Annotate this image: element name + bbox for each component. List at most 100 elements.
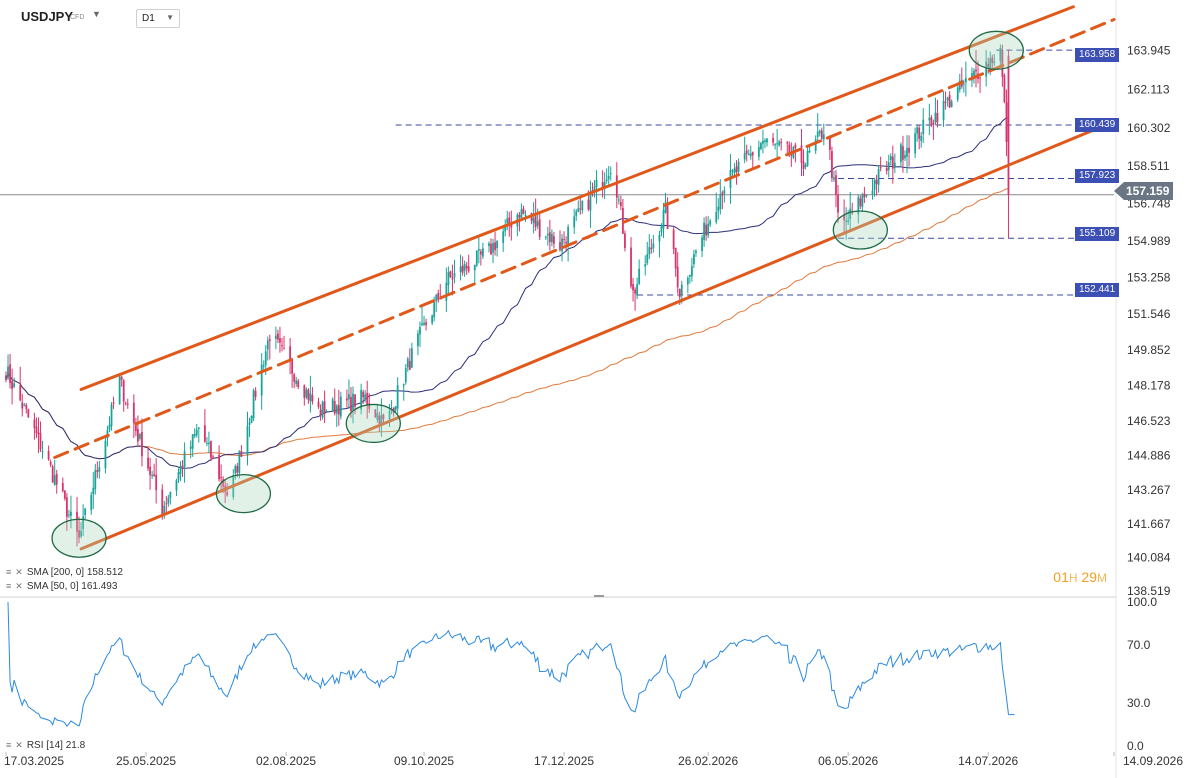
settings-icon[interactable]: ≡ (6, 581, 12, 591)
candle-body (891, 156, 894, 169)
trendline-dashed (53, 18, 1116, 459)
candle-body (646, 254, 649, 264)
price-tick-label: 162.113 (1127, 82, 1170, 96)
rsi-tick-label: 30.0 (1127, 696, 1151, 710)
close-icon[interactable]: ✕ (15, 740, 23, 750)
candle-body (601, 182, 604, 187)
symbol-name[interactable]: USDJPY (21, 9, 74, 24)
candle-body (648, 247, 651, 255)
candle-body (337, 404, 340, 415)
candle-body (991, 57, 994, 63)
candle-body (380, 414, 383, 424)
timeframe-select[interactable]: D1 ▼ (136, 9, 180, 28)
pivot-circle (832, 210, 888, 250)
candle-body (167, 497, 170, 504)
horizontal-levels (0, 49, 1114, 296)
candle-body (865, 195, 868, 197)
trend-channel (53, 5, 1116, 551)
candle-body (435, 294, 438, 302)
candle-body (934, 112, 937, 123)
candle-body (317, 401, 320, 408)
close-icon[interactable]: ✕ (15, 581, 23, 591)
candle-body (936, 112, 939, 123)
candle-body (220, 476, 223, 478)
candle-body (546, 233, 549, 236)
countdown-hours: 01 (1053, 569, 1069, 585)
candle-body (893, 162, 896, 168)
candle-body (459, 266, 462, 273)
candle-body (333, 401, 336, 414)
candle-body (325, 410, 328, 412)
candle-body (847, 219, 850, 222)
settings-icon[interactable]: ≡ (6, 740, 12, 750)
candle-body (406, 358, 409, 368)
candle-body (134, 422, 137, 432)
date-tick-label: 26.02.2026 (678, 754, 738, 768)
candle-body (877, 169, 880, 185)
candle-body (857, 197, 860, 215)
instrument-type: CFD (70, 14, 85, 21)
candle-body (502, 231, 505, 243)
candle-body (376, 413, 379, 420)
candle-body (463, 263, 466, 271)
candle-body (534, 215, 537, 228)
candle-body (818, 131, 821, 134)
legend-sma50: ≡ ✕ SMA [50, 0] 161.493 (6, 581, 117, 592)
candle-body (593, 186, 596, 192)
candle-body (735, 166, 738, 173)
candle-body (181, 465, 184, 469)
candle-countdown: 01H 29M (1053, 569, 1107, 585)
candle-body (481, 248, 484, 257)
chevron-down-icon[interactable]: ▼ (92, 9, 101, 19)
candle-body (678, 288, 681, 298)
candle-body (979, 77, 981, 79)
candle-body (522, 208, 525, 214)
candle-body (849, 208, 852, 220)
candle-body (581, 201, 584, 211)
candle-body (766, 138, 768, 143)
candle-body (916, 127, 919, 134)
candle-body (120, 376, 123, 380)
candle-body (999, 48, 1002, 62)
candle-body (680, 284, 683, 295)
candle-body (137, 428, 139, 442)
candle-body (496, 240, 498, 249)
candle-body (948, 95, 951, 108)
close-icon[interactable]: ✕ (15, 567, 23, 577)
candle-body (930, 117, 933, 126)
candle-body (658, 234, 661, 242)
candle-body (816, 131, 819, 137)
candle-body (283, 348, 285, 350)
candle-body (179, 465, 182, 475)
candle-body (973, 70, 975, 76)
candle-body (465, 265, 468, 269)
candle-body (368, 403, 371, 409)
candle-body (175, 480, 178, 491)
candle-body (652, 243, 655, 249)
candle-body (350, 396, 352, 411)
candle-body (47, 451, 50, 460)
candle-body (964, 77, 967, 83)
candle-body (1005, 102, 1008, 142)
rsi-tick-label: 70.0 (1127, 638, 1151, 652)
candle-body (419, 326, 421, 335)
settings-icon[interactable]: ≡ (6, 567, 12, 577)
candle-body (488, 243, 490, 246)
candle-body (19, 385, 22, 401)
candle-body (266, 340, 269, 350)
candle-body (536, 221, 539, 226)
candle-body (132, 402, 135, 424)
date-tick-label: 14.09.2026 (1123, 754, 1183, 768)
candle-body (53, 475, 56, 485)
candle-body (900, 144, 902, 162)
candle-body (764, 140, 766, 143)
candle-body (906, 147, 908, 157)
candle-body (305, 389, 308, 398)
price-tick-label: 153.258 (1127, 271, 1171, 285)
candle-body (650, 247, 653, 250)
candle-body (705, 224, 708, 236)
candle-body (65, 497, 68, 517)
candle-body (82, 516, 85, 530)
candle-body (479, 251, 482, 255)
